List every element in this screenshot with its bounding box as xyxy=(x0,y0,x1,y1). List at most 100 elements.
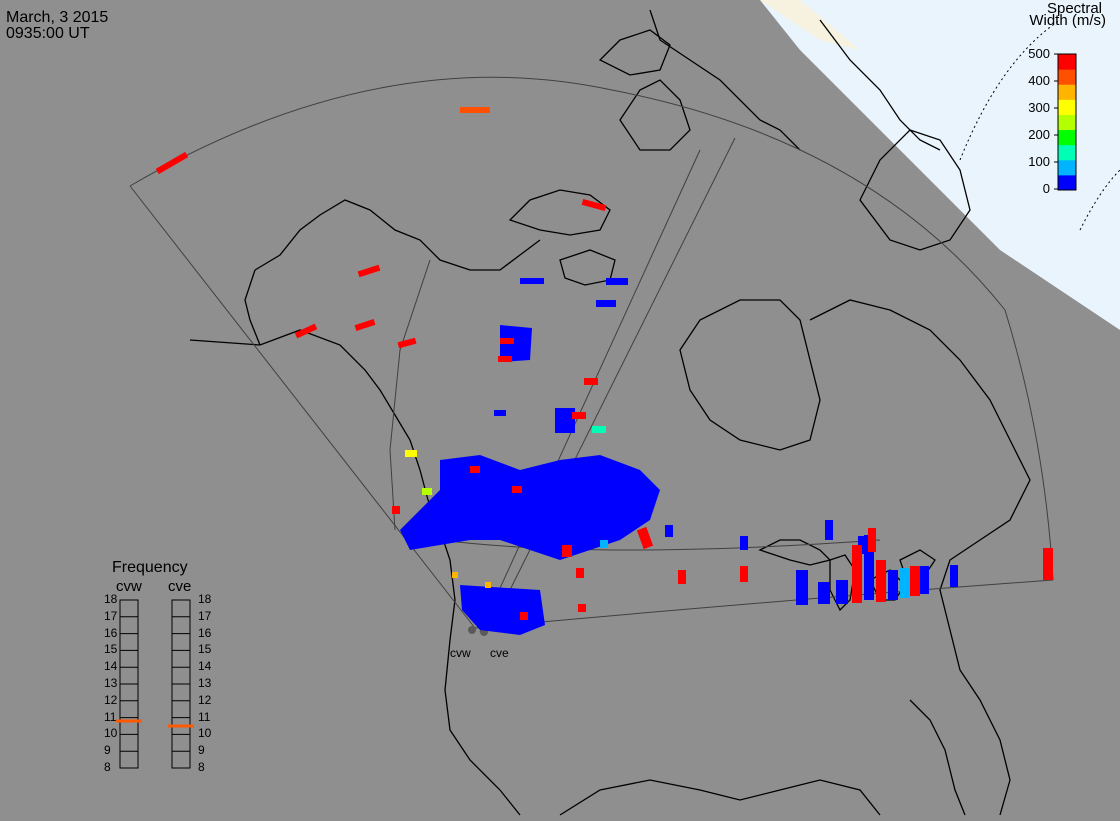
scatter-cell xyxy=(852,545,862,603)
scatter-cell xyxy=(494,410,506,416)
frequency-scale-label: 12 xyxy=(198,692,212,707)
frequency-scale-label: 9 xyxy=(104,743,111,758)
colorbar-tick: 0 xyxy=(1042,181,1050,196)
scatter-cell xyxy=(155,151,189,175)
scatter-cell xyxy=(592,426,606,433)
frequency-scale-label: 18 xyxy=(198,592,212,606)
frequency-scale-label: 11 xyxy=(198,709,211,724)
scatter-cell xyxy=(584,378,598,385)
frequency-scale-label: 16 xyxy=(104,625,118,640)
colorbar-segment xyxy=(1058,144,1076,161)
colorbar xyxy=(1054,53,1077,191)
frequency-scale-label: 12 xyxy=(104,692,118,707)
colorbar-segment xyxy=(1058,114,1076,131)
colorbar-segment xyxy=(1058,174,1076,191)
scatter-cells xyxy=(155,107,1053,635)
daylight-region xyxy=(760,0,1120,330)
scatter-cluster-upper xyxy=(500,325,532,362)
scatter-cell xyxy=(294,323,318,339)
frequency-scale-label: 10 xyxy=(104,726,118,741)
scatter-cell xyxy=(876,560,886,602)
radar-site-cvw xyxy=(468,626,476,634)
scatter-cluster-near-radar xyxy=(460,585,545,635)
colorbar-segment xyxy=(1058,69,1076,85)
frequency-scale-label: 17 xyxy=(104,608,118,623)
scatter-cell xyxy=(562,545,572,557)
colorbar-tick: 100 xyxy=(1028,154,1050,169)
frequency-gauges xyxy=(119,599,191,769)
scatter-cell xyxy=(910,566,920,596)
scatter-cell xyxy=(555,408,575,433)
colorbar-segment xyxy=(1058,159,1076,176)
scatter-cell xyxy=(392,506,400,514)
scatter-cell xyxy=(520,278,544,284)
scatter-cell xyxy=(397,337,417,349)
scatter-cell xyxy=(498,356,512,362)
scatter-cell xyxy=(581,198,607,212)
radar-label-cve: cve xyxy=(490,646,509,660)
scatter-cell xyxy=(405,450,417,457)
colorbar-title-line2: Width (m/s) xyxy=(1029,12,1106,29)
scatter-cell xyxy=(818,582,830,604)
land-outlines xyxy=(189,9,1031,816)
radar-fov-outlines xyxy=(129,76,1054,633)
colorbar-tick: 200 xyxy=(1028,127,1050,142)
colorbar-segment xyxy=(1058,54,1076,70)
scatter-cell xyxy=(512,486,522,493)
scatter-cell xyxy=(950,565,958,587)
colorbar-tick: 400 xyxy=(1028,73,1050,88)
scatter-cell xyxy=(500,338,514,344)
scatter-cell xyxy=(460,107,490,113)
colorbar-segment xyxy=(1058,129,1076,146)
frequency-scale-label: 8 xyxy=(198,760,205,774)
scatter-cell xyxy=(900,568,910,598)
frequency-scale-label: 8 xyxy=(104,760,111,774)
time-label: 0935:00 UT xyxy=(6,25,90,42)
scatter-cluster-main xyxy=(400,455,660,560)
scatter-cell xyxy=(665,525,673,537)
scatter-cell xyxy=(606,278,628,285)
scatter-cell xyxy=(422,488,432,495)
scatter-cell xyxy=(596,300,616,307)
frequency-scale-label: 9 xyxy=(198,743,205,758)
latitude-circle-dotted-2 xyxy=(1079,169,1120,231)
frequency-scale-label: 16 xyxy=(198,625,212,640)
frequency-title: Frequency xyxy=(112,559,188,576)
scatter-cell xyxy=(636,526,654,550)
scatter-cell xyxy=(576,568,584,578)
scatter-cell xyxy=(796,570,808,605)
scatter-cell xyxy=(354,319,376,331)
frequency-radar-name-cve: cve xyxy=(168,578,192,595)
frequency-scale-label: 11 xyxy=(104,709,117,724)
scatter-cell xyxy=(470,466,480,473)
frequency-scale-label: 14 xyxy=(104,659,118,674)
colorbar-tick: 300 xyxy=(1028,100,1050,115)
scatter-cell xyxy=(740,536,748,550)
scatter-cell xyxy=(578,604,586,612)
colorbar-segment xyxy=(1058,84,1076,100)
frequency-scale-label: 15 xyxy=(198,642,212,657)
colorbar-tick: 500 xyxy=(1028,46,1050,61)
radar-label-cvw: cvw xyxy=(450,646,471,660)
scatter-cell xyxy=(520,612,528,620)
latitude-circle-dotted xyxy=(959,19,1061,161)
frequency-scale-label: 17 xyxy=(198,608,212,623)
scatter-cell xyxy=(485,582,491,588)
frequency-scale-label: 10 xyxy=(198,726,212,741)
frequency-scale-label: 14 xyxy=(198,659,212,674)
scatter-cell xyxy=(740,566,748,582)
terminator-sand xyxy=(760,0,860,50)
frequency-scale-label: 13 xyxy=(198,676,212,690)
scatter-cell xyxy=(1043,548,1053,580)
scatter-cell xyxy=(888,570,898,600)
colorbar-title-line1: Spectral xyxy=(1046,0,1102,17)
scatter-cell xyxy=(600,540,608,548)
frequency-scale-label: 13 xyxy=(104,676,118,690)
frequency-scale-label: 15 xyxy=(104,642,118,657)
scatter-cell xyxy=(920,566,929,594)
scatter-cell xyxy=(825,520,833,540)
scatter-cell xyxy=(572,412,586,419)
scatter-cell xyxy=(452,572,458,578)
